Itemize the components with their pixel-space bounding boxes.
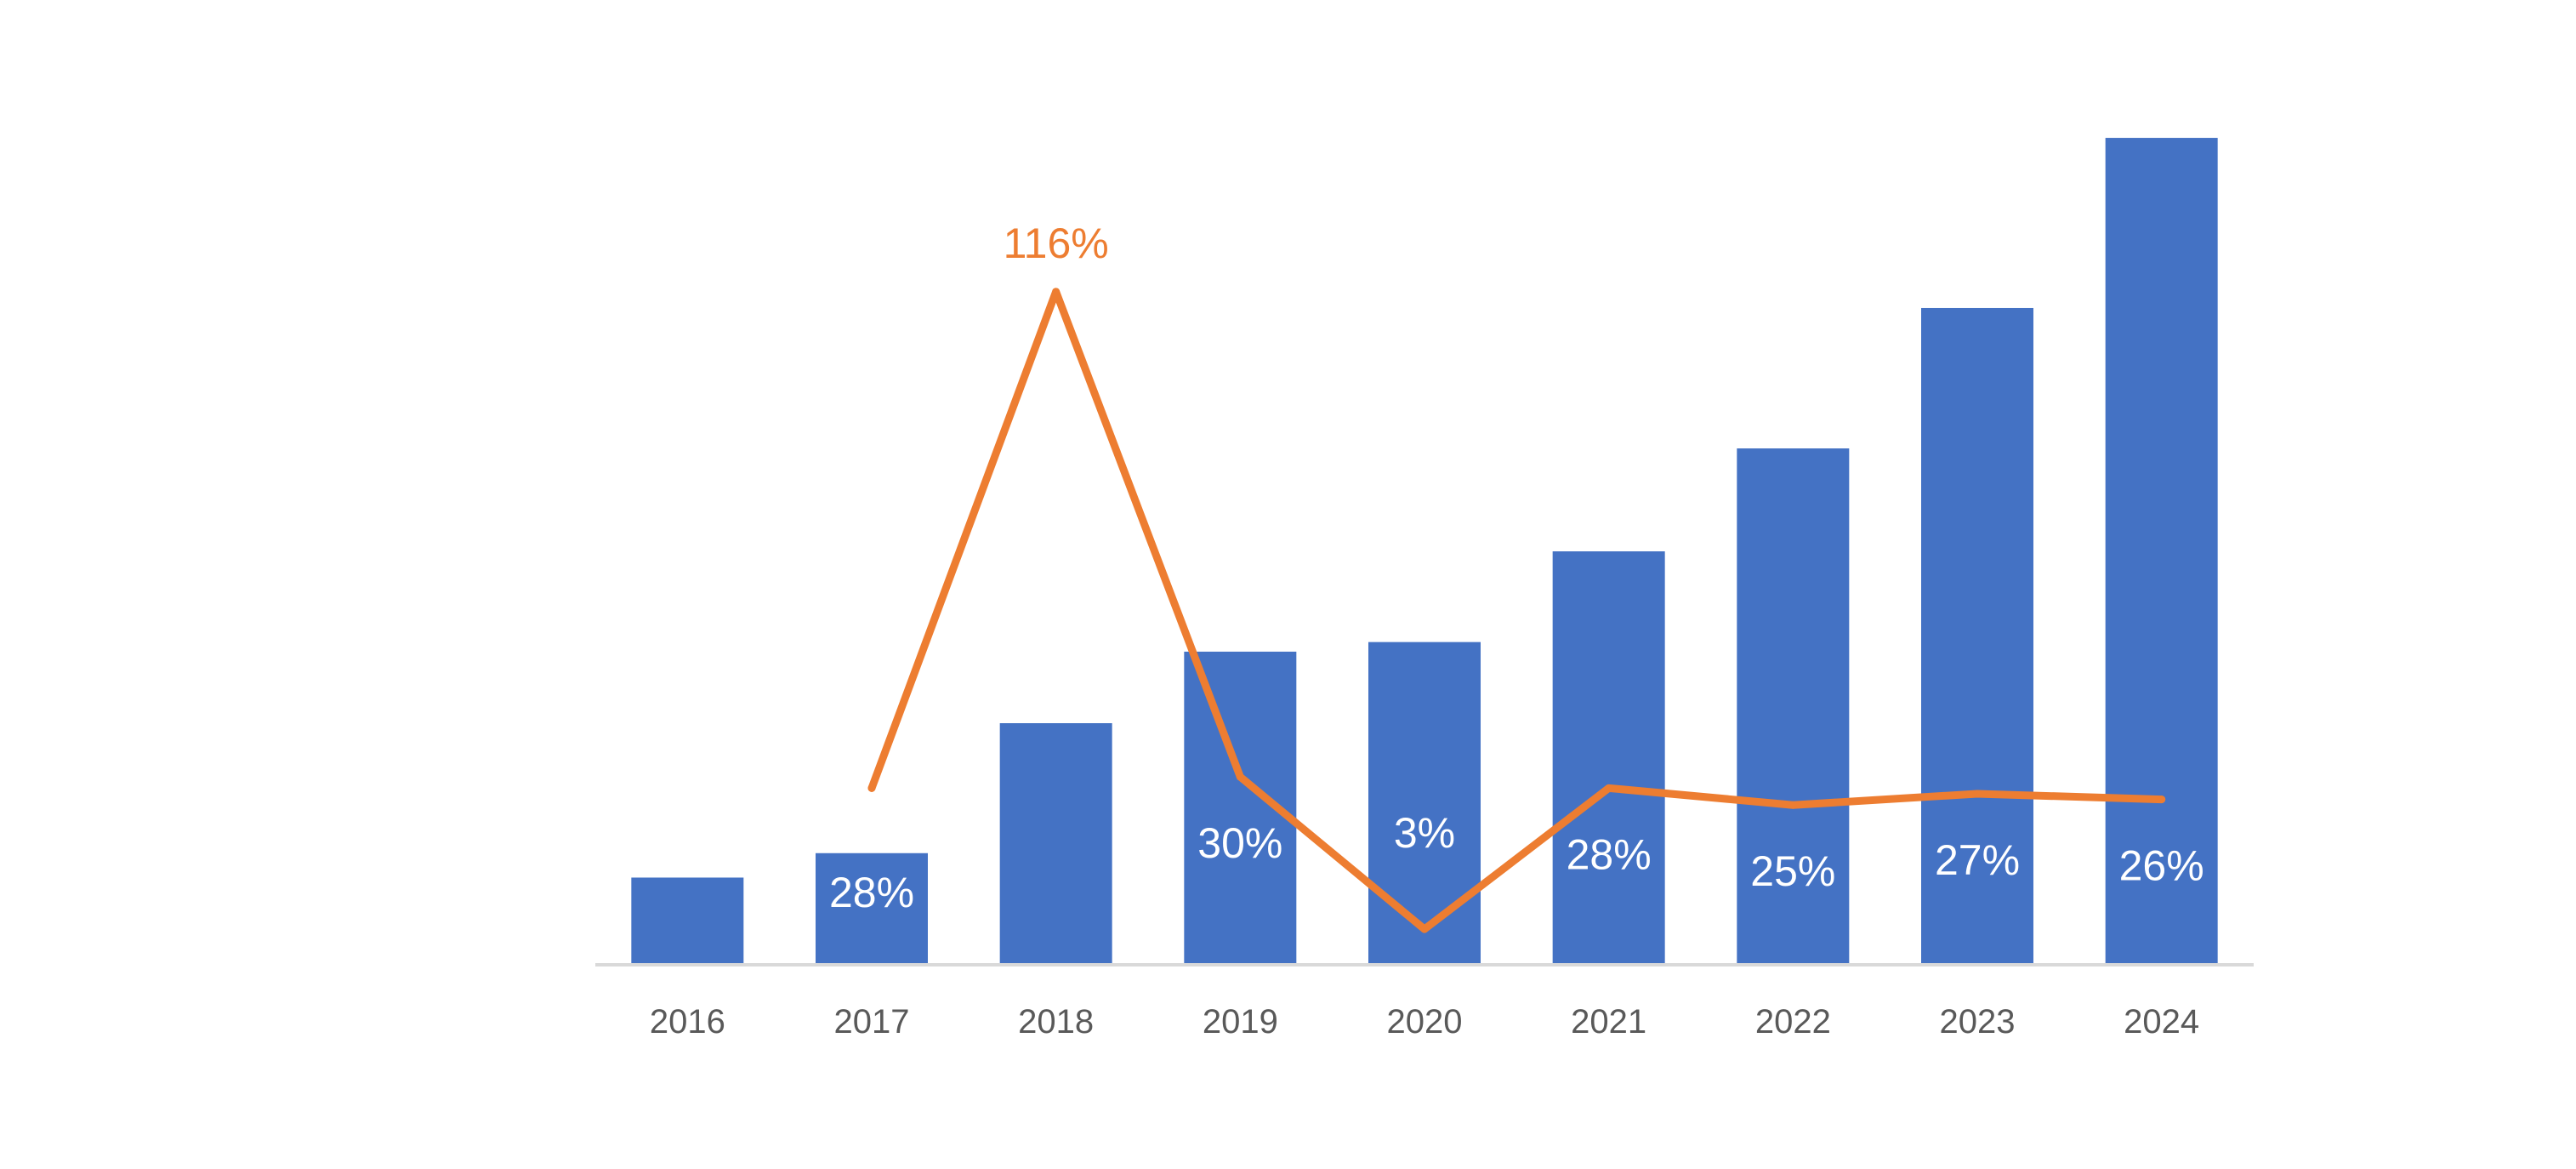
growth-rate-line bbox=[867, 288, 2166, 933]
growth-label-2021: 28% bbox=[1567, 830, 1652, 878]
growth-point-2023 bbox=[1973, 790, 1982, 798]
bar-2017 bbox=[816, 853, 928, 965]
bar-2021 bbox=[1552, 551, 1665, 965]
growth-point-2024 bbox=[2158, 795, 2166, 804]
x-tick-label-2024: 2024 bbox=[2124, 1003, 2199, 1041]
data-labels-layer: 28% 116% 30% 3% 28% 25% 27% 26% bbox=[829, 220, 2204, 916]
growth-label-2018: 116% bbox=[1004, 220, 1109, 267]
bars-layer bbox=[631, 138, 2218, 966]
growth-label-2017: 28% bbox=[829, 869, 914, 916]
bar-2024 bbox=[2105, 138, 2218, 965]
growth-point-2018 bbox=[1052, 288, 1061, 296]
x-tick-label-2023: 2023 bbox=[1940, 1003, 2016, 1041]
growth-point-2020 bbox=[1420, 925, 1429, 933]
growth-point-2019 bbox=[1236, 773, 1244, 781]
x-tick-label-2016: 2016 bbox=[650, 1003, 725, 1041]
x-tick-label-2018: 2018 bbox=[1018, 1003, 1094, 1041]
bar-2022 bbox=[1737, 448, 1850, 965]
growth-label-2020: 3% bbox=[1394, 809, 1455, 857]
x-tick-label-2020: 2020 bbox=[1387, 1003, 1463, 1041]
growth-label-2024: 26% bbox=[2119, 842, 2204, 890]
bar-2023 bbox=[1921, 307, 2033, 966]
x-tick-label-2022: 2022 bbox=[1755, 1003, 1831, 1041]
bar-2016 bbox=[631, 877, 744, 965]
bar-2020 bbox=[1368, 642, 1481, 965]
growth-point-2022 bbox=[1788, 801, 1797, 809]
growth-label-2019: 30% bbox=[1197, 819, 1282, 867]
x-tick-label-2019: 2019 bbox=[1203, 1003, 1278, 1041]
x-tick-label-2017: 2017 bbox=[834, 1003, 910, 1041]
x-tick-labels: 2016 2017 2018 2019 2020 2021 2022 2023 2024 bbox=[650, 1003, 2199, 1041]
growth-line-layer bbox=[867, 288, 2166, 933]
growth-label-2022: 25% bbox=[1750, 847, 1835, 895]
growth-point-2017 bbox=[867, 784, 876, 792]
x-tick-label-2021: 2021 bbox=[1571, 1003, 1646, 1041]
bar-2018 bbox=[999, 723, 1112, 965]
growth-point-2021 bbox=[1605, 784, 1613, 792]
growth-label-2023: 27% bbox=[1935, 836, 2020, 884]
